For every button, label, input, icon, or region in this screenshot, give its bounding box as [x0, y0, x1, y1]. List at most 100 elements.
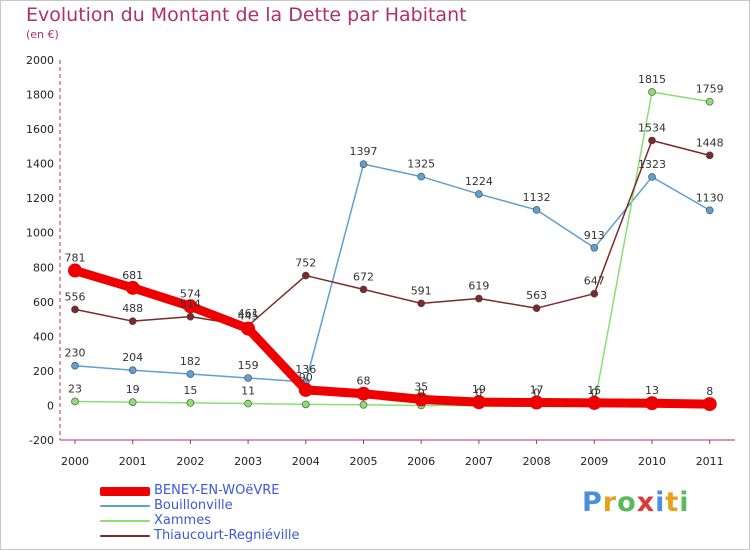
series-point-3 — [359, 285, 368, 294]
data-label: 781 — [65, 252, 86, 265]
series-point-2 — [128, 398, 137, 406]
data-label: 1448 — [696, 136, 724, 149]
data-label: 35 — [414, 380, 428, 393]
y-tick-label: 0 — [47, 399, 54, 412]
data-label: 1534 — [638, 121, 666, 134]
series-point-0 — [587, 395, 602, 410]
y-tick-label: 1600 — [26, 123, 54, 136]
data-label: 1132 — [523, 191, 551, 204]
logo-letter: t — [665, 487, 680, 518]
legend-swatch — [100, 535, 150, 537]
series-point-3 — [475, 294, 483, 303]
series-point-2 — [71, 397, 79, 406]
data-label: 15 — [587, 384, 601, 397]
series-point-3 — [71, 305, 79, 314]
data-label: 19 — [472, 383, 486, 396]
series-point-0 — [68, 263, 82, 278]
series-point-3 — [532, 304, 541, 313]
data-label: 15 — [183, 384, 197, 397]
series-point-3 — [128, 317, 137, 325]
data-label: 8 — [706, 385, 713, 398]
data-label: 752 — [295, 257, 316, 270]
y-tick-label: 1400 — [26, 158, 54, 171]
legend-label: BENEY-EN-WOëVRE — [154, 483, 280, 498]
logo-letter: P — [582, 487, 603, 518]
x-tick-label: 2004 — [292, 455, 320, 468]
data-label: 619 — [468, 280, 489, 293]
series-layer — [68, 88, 717, 412]
y-tick-label: 200 — [33, 365, 54, 378]
series-point-1 — [475, 190, 483, 198]
x-tick-label: 2008 — [523, 455, 551, 468]
series-point-1 — [590, 243, 599, 252]
data-label: 1815 — [638, 73, 666, 86]
x-tick-label: 2007 — [465, 455, 493, 468]
data-label: 1130 — [696, 191, 724, 204]
proxiti-logo: Proxiti — [582, 487, 690, 518]
series-point-2 — [186, 399, 195, 407]
data-label: 0 — [475, 386, 482, 399]
data-label: 204 — [122, 351, 143, 364]
series-point-1 — [359, 160, 368, 168]
logo-letter: o — [617, 487, 637, 518]
data-label: 136 — [295, 363, 316, 376]
series-point-1 — [71, 361, 79, 370]
series-point-0 — [414, 392, 429, 407]
series-point-0 — [529, 395, 544, 410]
y-tick-label: 1000 — [26, 227, 54, 240]
legend-swatch — [100, 520, 150, 522]
series-point-0 — [471, 395, 486, 410]
data-label: 913 — [584, 229, 605, 242]
data-label: 574 — [180, 287, 201, 300]
series-point-1 — [648, 173, 656, 181]
legend-label: Thiaucourt-Regniéville — [154, 528, 300, 543]
series-point-0 — [125, 280, 140, 295]
series-point-3 — [590, 289, 599, 298]
series-point-1 — [244, 374, 252, 382]
legend-label: Xammes — [154, 513, 211, 528]
data-label: 0 — [533, 386, 540, 399]
y-tick-label: 600 — [33, 296, 54, 309]
data-label: 1759 — [696, 83, 724, 96]
series-point-1 — [417, 172, 426, 181]
series-point-3 — [301, 271, 310, 280]
series-point-3 — [648, 136, 656, 145]
x-tick-label: 2003 — [234, 455, 262, 468]
y-tick-label: -200 — [29, 434, 54, 447]
data-label: 672 — [353, 270, 374, 283]
data-label: 488 — [122, 302, 143, 315]
series-point-1 — [532, 206, 541, 214]
data-label: 0 — [591, 386, 598, 399]
data-label: 230 — [65, 347, 86, 360]
legend-swatch — [100, 505, 150, 507]
series-point-2 — [244, 399, 252, 408]
logo-letter: i — [679, 487, 690, 518]
series-line-2 — [74, 91, 711, 407]
data-label: 556 — [65, 290, 86, 303]
chart-subtitle: (en €) — [26, 28, 59, 41]
data-label: 159 — [238, 359, 259, 372]
data-label: 563 — [526, 289, 547, 302]
data-label: 1397 — [350, 145, 378, 158]
x-tick-label: 2006 — [407, 455, 435, 468]
series-point-1 — [186, 370, 195, 378]
legend-swatch — [100, 486, 150, 496]
series-point-2 — [359, 400, 368, 409]
series-line-1 — [74, 163, 711, 383]
x-tick-label: 2009 — [580, 455, 608, 468]
data-label: 1323 — [638, 158, 666, 171]
series-point-0 — [241, 321, 256, 336]
data-label: 461 — [238, 307, 259, 320]
data-label: 1224 — [465, 175, 493, 188]
series-point-0 — [298, 382, 313, 397]
series-point-3 — [417, 299, 426, 308]
logo-letter: x — [636, 487, 656, 518]
series-point-1 — [128, 366, 137, 375]
series-point-1 — [705, 206, 714, 215]
x-tick-label: 2002 — [176, 455, 204, 468]
logo-letter: r — [602, 487, 618, 518]
y-tick-label: 800 — [33, 261, 54, 274]
